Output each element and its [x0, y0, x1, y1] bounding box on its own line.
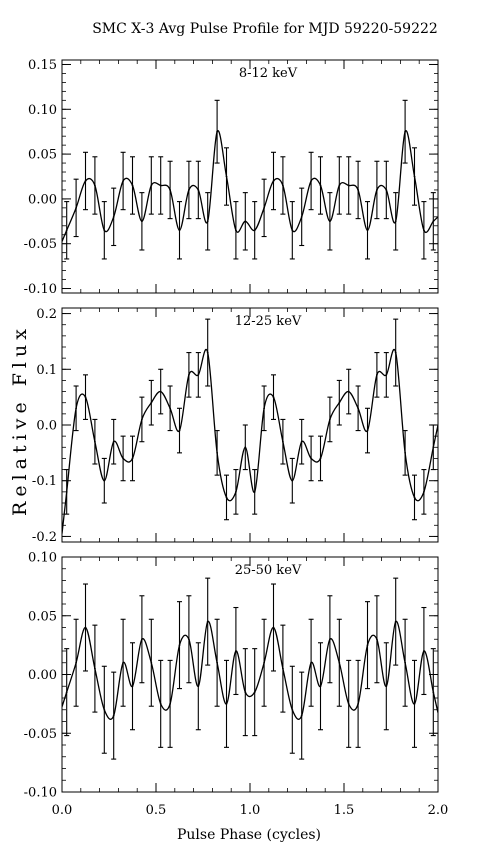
- y-tick-label: 0.05: [28, 609, 57, 624]
- y-tick-label: -0.05: [24, 727, 57, 742]
- panel-data: [62, 318, 438, 534]
- x-tick-label: 0.0: [52, 803, 73, 818]
- chart-title: SMC X-3 Avg Pulse Profile for MJD 59220-…: [92, 21, 438, 37]
- panel-band-label: 8-12 keV: [239, 66, 298, 81]
- panels-group: 0.15 0.10 0.05 0.00 -0.05 -0.10 8-12 keV 0.2 0.1…: [24, 58, 449, 818]
- y-tick-label: 0.10: [28, 103, 57, 118]
- y-tick-label: 0.15: [28, 58, 57, 73]
- y-axis-label: Relative Flux: [9, 324, 31, 516]
- y-tick-label: -0.05: [24, 237, 57, 252]
- x-tick-label: 2.0: [428, 803, 449, 818]
- y-tick-label: 0.00: [28, 192, 57, 207]
- y-tick-label: 0.00: [28, 668, 57, 683]
- x-tick-label: 0.5: [146, 803, 167, 818]
- y-tick-label: 0.05: [28, 148, 57, 163]
- y-tick-label: -0.10: [24, 786, 57, 801]
- profile-curve: [62, 620, 438, 720]
- y-tick-label: 0.0: [36, 419, 57, 434]
- y-tick-label: -0.1: [32, 474, 57, 489]
- y-tick-label: 0.2: [36, 307, 57, 322]
- panel-2: 0.2 0.1 0.0 -0.1 -0.2 12-25 keV: [32, 307, 439, 545]
- panel-frame: [61, 307, 439, 543]
- x-axis-label: Pulse Phase (cycles): [177, 827, 321, 843]
- y-tick-label: -0.2: [32, 530, 57, 545]
- panel-data: [62, 99, 438, 260]
- x-tick-label: 1.5: [334, 803, 355, 818]
- y-tick-label: 0.10: [28, 551, 57, 566]
- panel-frame: [61, 556, 439, 793]
- panel-band-label: 12-25 keV: [235, 314, 302, 329]
- profile-curve: [62, 348, 438, 534]
- profile-curve: [62, 130, 438, 242]
- panel-frame: [61, 59, 439, 294]
- x-tick-label: 1.0: [240, 803, 261, 818]
- panel-band-label: 25-50 keV: [235, 563, 302, 578]
- y-tick-label: -0.10: [24, 282, 57, 297]
- panel-data: [62, 577, 438, 760]
- panel-3: 0.10 0.05 0.00 -0.05 -0.10 0.0 0.5 1.0 1.5 2.0 25-…: [24, 551, 449, 819]
- y-tick-label: 0.1: [36, 363, 57, 378]
- panel-1: 0.15 0.10 0.05 0.00 -0.05 -0.10 8-12 keV: [24, 58, 439, 297]
